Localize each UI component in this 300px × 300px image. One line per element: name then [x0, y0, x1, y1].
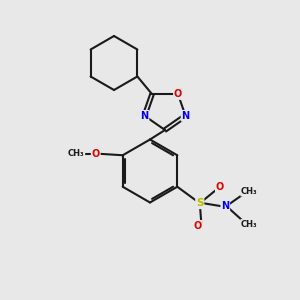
- Text: CH₃: CH₃: [241, 220, 258, 229]
- Text: O: O: [174, 89, 182, 99]
- Text: N: N: [182, 111, 190, 121]
- Text: CH₃: CH₃: [68, 149, 85, 158]
- Text: O: O: [216, 182, 224, 192]
- Text: N: N: [140, 111, 148, 121]
- Text: N: N: [221, 201, 229, 211]
- Text: CH₃: CH₃: [241, 187, 258, 196]
- Text: S: S: [196, 198, 203, 208]
- Text: O: O: [194, 221, 202, 231]
- Text: O: O: [92, 149, 100, 159]
